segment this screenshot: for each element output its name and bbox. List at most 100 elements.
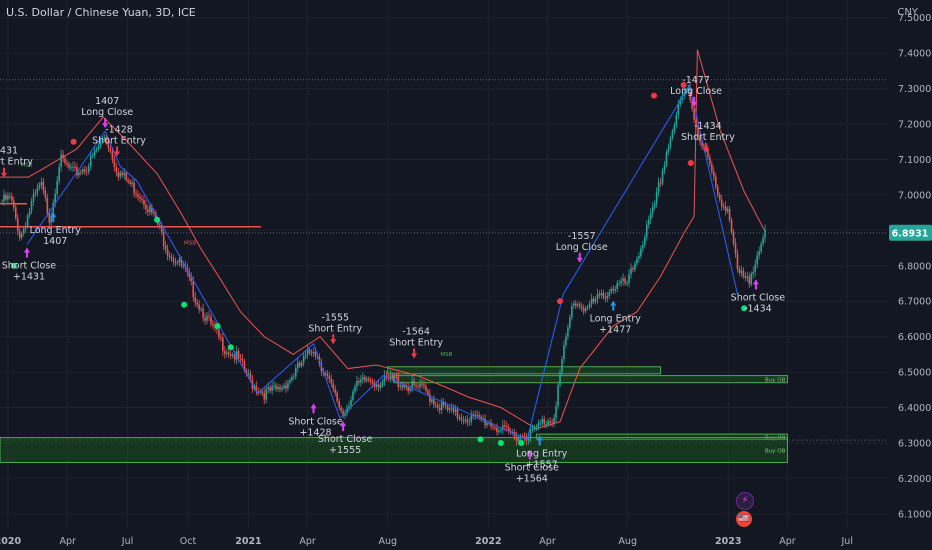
candle-body xyxy=(541,419,544,423)
candle-body xyxy=(636,258,638,264)
candle-body xyxy=(101,138,104,141)
candle-body xyxy=(616,283,618,289)
msb-label: MSB xyxy=(20,163,32,169)
candle-body xyxy=(373,384,376,387)
candle-body xyxy=(271,386,273,391)
signal-label-line: Short Close xyxy=(731,292,786,303)
signal-label: -1557 Long Close xyxy=(556,231,608,253)
candle-body xyxy=(243,361,246,371)
signal-label-line: Short Entry xyxy=(389,337,443,348)
candle-body xyxy=(624,278,626,284)
candle-body xyxy=(249,373,252,380)
candle-body xyxy=(287,382,289,389)
candle-body xyxy=(438,407,441,411)
candle-body xyxy=(622,278,624,282)
signal-label: Long Entry 1407 xyxy=(30,225,82,247)
y-tick-label: 7.0000 xyxy=(898,190,931,201)
candle-body xyxy=(458,417,461,419)
candle-body xyxy=(178,258,181,263)
signal-label: Short Close +1555 xyxy=(318,434,373,456)
candle-body xyxy=(356,380,358,387)
candle-body xyxy=(153,212,155,214)
candle-body xyxy=(620,281,622,284)
candle-body xyxy=(54,193,57,203)
signal-label: Short Close +1564 xyxy=(505,462,560,484)
candle-body xyxy=(610,288,613,292)
candle-body xyxy=(529,429,532,439)
signal-label-line: Long Entry xyxy=(516,448,568,459)
candle-body xyxy=(436,404,439,408)
signal-label-line: +1431 xyxy=(13,272,45,283)
candle-body xyxy=(289,380,291,383)
candle-body xyxy=(194,297,197,303)
candle-body xyxy=(64,158,66,164)
candle-body xyxy=(68,164,70,168)
candle-body xyxy=(600,292,603,296)
candle-body xyxy=(139,197,141,199)
signal-arrow xyxy=(23,247,30,258)
swing-dot xyxy=(651,92,658,99)
candle-body xyxy=(561,359,563,373)
signal-label-line: +1428 xyxy=(299,427,331,438)
candle-body xyxy=(222,337,224,352)
candle-body xyxy=(11,196,13,201)
candle-body xyxy=(574,303,577,306)
signal-label: Long Entry +1557 xyxy=(516,448,568,470)
swing-dot xyxy=(680,82,687,89)
candle-body xyxy=(395,376,398,378)
candle-body xyxy=(377,384,380,388)
candle-body xyxy=(521,435,524,437)
us-flag-icon[interactable]: 🇺🇸 xyxy=(736,511,752,527)
candle-body xyxy=(188,272,191,278)
candle-body xyxy=(679,99,682,105)
candle-body xyxy=(429,394,431,402)
candle-body xyxy=(385,375,388,378)
candle-body xyxy=(182,265,185,267)
candle-body xyxy=(85,171,88,173)
candle-body xyxy=(586,307,589,309)
candle-body xyxy=(738,268,741,273)
candle-body xyxy=(466,419,469,423)
candle-body xyxy=(320,363,323,372)
candle-body xyxy=(701,141,703,147)
candle-body xyxy=(480,416,482,420)
candle-body xyxy=(107,141,110,149)
order-block-zone xyxy=(0,437,788,463)
candle-body xyxy=(630,268,632,275)
candle-body xyxy=(407,387,409,391)
candle-body xyxy=(160,225,163,233)
candle-body xyxy=(391,374,394,379)
zone-tag: Buy OB xyxy=(765,378,786,384)
y-tick-label: 7.1000 xyxy=(898,155,931,166)
candle-body xyxy=(539,422,542,424)
lightning-icon[interactable]: ⚡ xyxy=(736,492,754,510)
candle-body xyxy=(70,167,72,169)
signal-label-line: -1557 xyxy=(568,231,596,242)
candle-body xyxy=(198,304,200,310)
candle-body xyxy=(569,317,571,328)
candle-body xyxy=(97,145,100,150)
candle-body xyxy=(446,406,449,411)
candle-body xyxy=(614,288,617,291)
candle-body xyxy=(121,172,124,176)
candle-body xyxy=(764,229,766,238)
signal-label-line: -1428 xyxy=(105,124,133,135)
candle-body xyxy=(484,418,486,426)
signal-label-line: Short Entry xyxy=(0,157,33,168)
candle-body xyxy=(565,336,567,346)
signal-label: -1428 Short Entry xyxy=(92,124,146,146)
candle-body xyxy=(324,373,327,375)
y-tick-label: 7.4000 xyxy=(898,49,931,60)
candle-body xyxy=(52,202,55,216)
candle-body xyxy=(18,231,21,238)
y-tick-label: 6.6000 xyxy=(898,332,931,343)
signal-label-line: Long Close xyxy=(556,242,608,253)
candle-body xyxy=(93,150,96,156)
candle-body xyxy=(281,387,283,390)
candle-body xyxy=(115,167,118,173)
x-tick-label: Apr xyxy=(779,536,796,547)
candle-body xyxy=(628,274,630,283)
signal-arrow xyxy=(340,421,347,432)
